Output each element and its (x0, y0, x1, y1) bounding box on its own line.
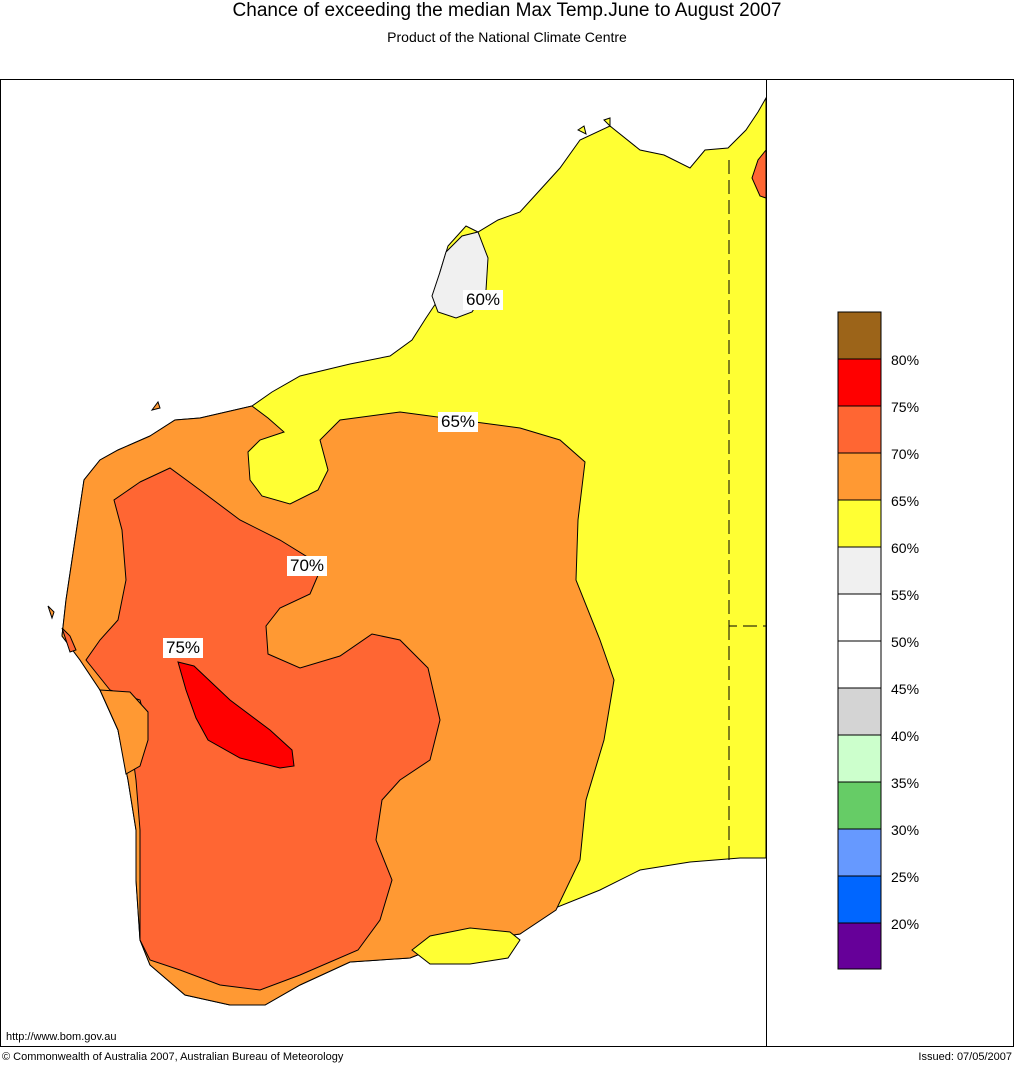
legend-label: 25% (891, 869, 920, 885)
issued-date: Issued: 07/05/2007 (918, 1051, 1012, 1063)
island-shape-4 (577, 125, 587, 135)
legend-label: 30% (891, 822, 920, 838)
page-title: Chance of exceeding the median Max Temp.… (232, 0, 782, 21)
page-subtitle: Product of the National Climate Centre (387, 29, 627, 45)
source-url-link[interactable]: http://www.bom.gov.au (6, 1031, 117, 1043)
island-shape-2 (61, 627, 77, 653)
contour-label-75: 75% (163, 638, 204, 658)
legend-swatch (837, 593, 882, 642)
zone-60-65-south (411, 927, 521, 965)
contour-label-60: 60% (463, 290, 504, 310)
copyright-text: © Commonwealth of Australia 2007, Austra… (2, 1051, 344, 1063)
state-border-line (728, 160, 766, 864)
zone-75-80 (177, 661, 295, 769)
legend-swatch (837, 687, 882, 736)
legend-label: 40% (891, 728, 920, 744)
contour-label-65: 65% (438, 412, 479, 432)
legend-label: 65% (891, 493, 920, 509)
legend-swatch (837, 546, 882, 595)
legend-label: 50% (891, 634, 920, 650)
legend-label: 75% (891, 399, 920, 415)
island-shape-5 (603, 117, 611, 128)
legend-swatch (837, 311, 882, 360)
legend-label: 55% (891, 587, 920, 603)
legend-swatch (837, 358, 882, 407)
legend-swatch (837, 781, 882, 830)
legend-swatch (837, 828, 882, 877)
legend-swatch (837, 922, 882, 970)
legend-label: 45% (891, 681, 920, 697)
legend-swatch (837, 452, 882, 501)
legend-swatch (837, 875, 882, 924)
legend-label: 60% (891, 540, 920, 556)
legend-label: 20% (891, 916, 920, 932)
legend-swatch (837, 640, 882, 689)
contour-label-70: 70% (287, 556, 328, 576)
island-shape (150, 400, 161, 411)
legend-label: 70% (891, 446, 920, 462)
legend-label: 80% (891, 352, 920, 368)
legend-swatch (837, 499, 882, 548)
legend-swatch (837, 405, 882, 454)
legend-label: 35% (891, 775, 920, 791)
legend-color-bar (837, 311, 882, 970)
legend-swatch (837, 734, 882, 783)
map-legend-divider (766, 79, 767, 1047)
island-shape-3 (47, 605, 55, 620)
zone-65-70-coast (99, 689, 149, 775)
